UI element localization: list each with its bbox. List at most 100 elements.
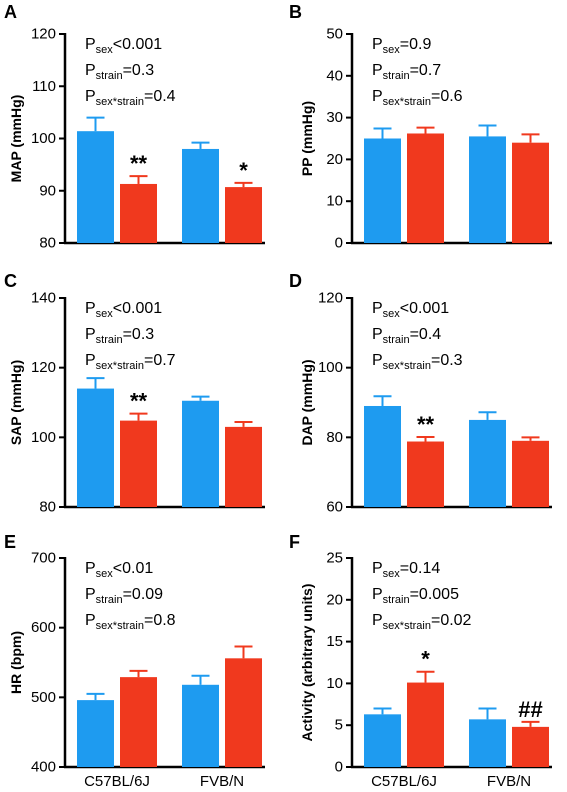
panel-letter: A bbox=[4, 2, 17, 22]
significance-mark: ** bbox=[130, 151, 148, 176]
y-tick-label: 80 bbox=[326, 429, 343, 446]
panel-b: B PP (mmHg) 0 10 20 30 40 50 Psex=0.9 Pstrain=0.7… bbox=[289, 2, 552, 252]
stat-annotation: Psex*strain=0.7 bbox=[85, 352, 176, 372]
bar bbox=[77, 700, 114, 767]
panel-f: F Activity (arbitrary units) 0 5 10 15 20 25 * C5… bbox=[289, 532, 552, 790]
y-tick-label: 110 bbox=[32, 78, 56, 95]
panel-e: E HR (bpm) 400 500 600 700 C57BL/6J FVB/N Psex<0… bbox=[4, 532, 265, 790]
bar bbox=[407, 133, 444, 243]
stat-annotation: Pstrain=0.005 bbox=[372, 586, 459, 606]
stat-annotation: Psex=0.14 bbox=[372, 560, 440, 580]
bar bbox=[364, 138, 401, 243]
bar bbox=[512, 142, 549, 243]
y-tick-label: 10 bbox=[326, 675, 343, 692]
y-tick-label: 20 bbox=[326, 591, 343, 608]
y-tick-label: 140 bbox=[31, 290, 56, 307]
bar bbox=[225, 187, 262, 243]
significance-mark: ** bbox=[130, 389, 148, 414]
stat-annotation: Pstrain=0.7 bbox=[372, 62, 441, 82]
significance-mark: * bbox=[239, 158, 248, 183]
panel-letter: F bbox=[289, 532, 300, 552]
y-tick-label: 400 bbox=[31, 759, 56, 776]
stat-annotation: Pstrain=0.3 bbox=[85, 326, 154, 346]
stat-annotation: Psex*strain=0.02 bbox=[372, 612, 472, 632]
bar bbox=[120, 183, 157, 243]
stat-annotation: Psex<0.01 bbox=[85, 560, 153, 580]
y-axis-label: HR (bpm) bbox=[8, 631, 24, 694]
stat-annotation: Pstrain=0.3 bbox=[85, 62, 154, 82]
y-tick-label: 30 bbox=[326, 109, 343, 126]
stat-annotation: Psex*strain=0.3 bbox=[372, 352, 463, 372]
stat-annotation: Psex<0.001 bbox=[372, 300, 449, 320]
y-tick-label: 100 bbox=[318, 359, 343, 376]
panel-letter: C bbox=[4, 271, 17, 291]
bar bbox=[469, 136, 506, 243]
y-axis-label: MAP (mmHg) bbox=[8, 95, 24, 183]
y-tick-label: 120 bbox=[31, 26, 56, 43]
x-category-label: FVB/N bbox=[200, 773, 244, 790]
y-tick-label: 90 bbox=[39, 182, 56, 199]
panel-letter: E bbox=[4, 532, 16, 552]
bar bbox=[225, 658, 262, 767]
stat-annotation: Psex*strain=0.6 bbox=[372, 88, 463, 108]
x-category-label: FVB/N bbox=[487, 773, 531, 790]
x-category-label: C57BL/6J bbox=[371, 773, 437, 790]
y-tick-label: 5 bbox=[335, 717, 343, 734]
bar bbox=[120, 420, 157, 507]
significance-mark: ** bbox=[417, 412, 435, 437]
y-tick-label: 40 bbox=[326, 67, 343, 84]
panel-c: C SAP (mmHg) 80 100 120 140 ** Psex<0.001 Pstrai… bbox=[4, 271, 265, 516]
y-tick-label: 10 bbox=[326, 193, 343, 210]
x-category-label: C57BL/6J bbox=[84, 773, 150, 790]
stat-annotation: Pstrain=0.4 bbox=[372, 326, 441, 346]
significance-mark: * bbox=[421, 647, 430, 672]
y-tick-label: 0 bbox=[335, 235, 343, 252]
stat-annotation: Psex*strain=0.4 bbox=[85, 88, 176, 108]
stat-annotation: Psex*strain=0.8 bbox=[85, 612, 176, 632]
y-tick-label: 0 bbox=[335, 759, 343, 776]
y-tick-label: 50 bbox=[326, 26, 343, 43]
significance-mark: ## bbox=[518, 697, 542, 722]
bar bbox=[225, 426, 262, 507]
y-tick-label: 120 bbox=[318, 290, 343, 307]
y-tick-label: 15 bbox=[326, 633, 343, 650]
y-axis-label: DAP (mmHg) bbox=[299, 359, 315, 445]
bar bbox=[364, 714, 401, 767]
y-tick-label: 80 bbox=[39, 499, 56, 516]
bar bbox=[120, 677, 157, 767]
bar bbox=[77, 131, 114, 243]
bar bbox=[182, 148, 219, 243]
y-tick-label: 100 bbox=[31, 429, 56, 446]
stat-annotation: Pstrain=0.09 bbox=[85, 586, 163, 606]
panel-letter: B bbox=[289, 2, 302, 22]
y-tick-label: 500 bbox=[31, 689, 56, 706]
bar bbox=[512, 726, 549, 767]
y-tick-label: 20 bbox=[326, 151, 343, 168]
y-tick-label: 100 bbox=[31, 130, 56, 147]
y-axis-label: SAP (mmHg) bbox=[8, 360, 24, 445]
y-tick-label: 120 bbox=[31, 359, 56, 376]
bar bbox=[182, 400, 219, 507]
y-axis-label: Activity (arbitrary units) bbox=[299, 584, 315, 742]
y-tick-label: 80 bbox=[39, 235, 56, 252]
bar bbox=[512, 440, 549, 507]
bar bbox=[364, 405, 401, 507]
stat-annotation: Psex<0.001 bbox=[85, 300, 162, 320]
stat-annotation: Psex<0.001 bbox=[85, 36, 162, 56]
bar bbox=[182, 684, 219, 767]
y-tick-label: 600 bbox=[31, 619, 56, 636]
stat-annotation: Psex=0.9 bbox=[372, 36, 431, 56]
bar bbox=[407, 682, 444, 767]
y-tick-label: 60 bbox=[326, 499, 343, 516]
panel-letter: D bbox=[289, 271, 302, 291]
y-tick-label: 25 bbox=[326, 550, 343, 567]
y-tick-label: 700 bbox=[31, 550, 56, 567]
panel-d: D DAP (mmHg) 60 80 100 120 ** Psex<0.001 Pstrain… bbox=[289, 271, 552, 516]
bar bbox=[407, 441, 444, 507]
bar bbox=[77, 388, 114, 507]
bar bbox=[469, 419, 506, 507]
bar bbox=[469, 719, 506, 767]
y-axis-label: PP (mmHg) bbox=[299, 101, 315, 176]
